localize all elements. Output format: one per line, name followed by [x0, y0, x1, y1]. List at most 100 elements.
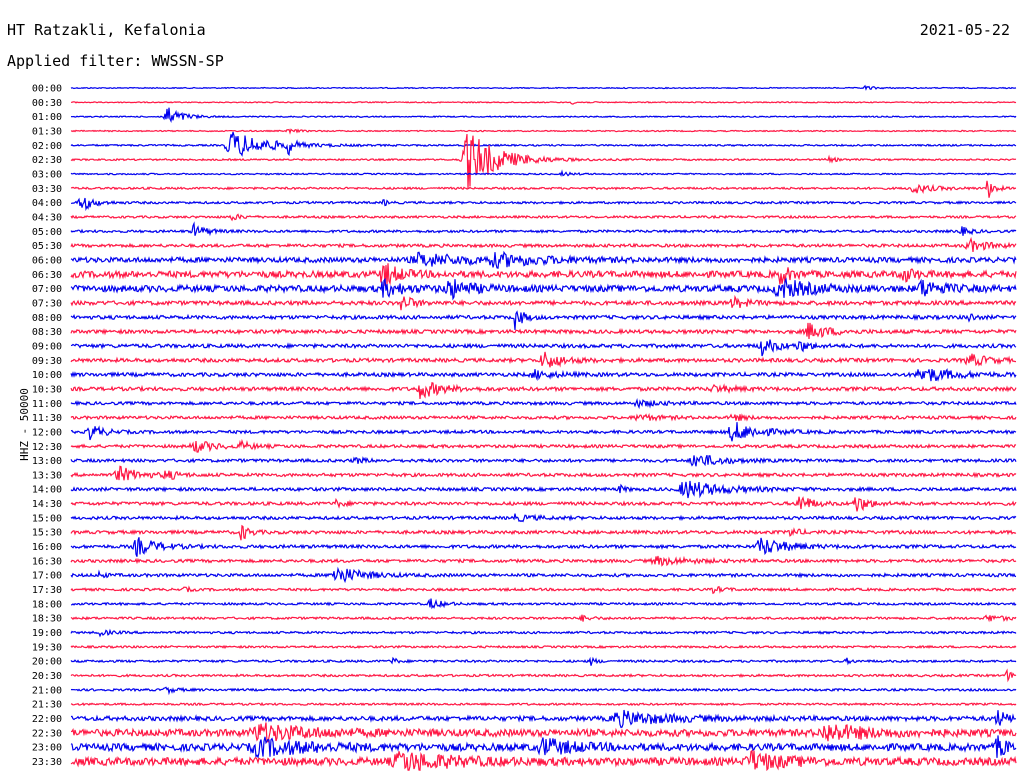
trace-line: [70, 134, 1017, 189]
trace-line: [70, 537, 1017, 557]
trace-line: [70, 213, 1017, 222]
trace-line: [70, 221, 1017, 237]
trace-line: [70, 263, 1017, 286]
tick-label: 12:00: [32, 427, 62, 438]
trace-line: [70, 107, 1017, 124]
record-date: 2021-05-22: [919, 21, 1010, 39]
tick-label: 15:00: [32, 513, 62, 524]
trace-line: [70, 294, 1017, 311]
trace-line: [70, 480, 1017, 499]
tick-label: 05:00: [32, 227, 62, 238]
tick-label: 17:00: [32, 571, 62, 582]
trace-line: [70, 250, 1017, 269]
tick-label: 16:30: [32, 556, 62, 567]
tick-label: 12:30: [32, 442, 62, 453]
tick-label: 22:00: [32, 714, 62, 725]
trace-line: [70, 339, 1017, 357]
tick-label: 09:30: [32, 356, 62, 367]
tick-label: 01:30: [32, 126, 62, 137]
tick-label: 22:30: [32, 728, 62, 739]
tick-label: 09:00: [32, 341, 62, 352]
tick-label: 03:30: [32, 184, 62, 195]
tick-label: 17:30: [32, 585, 62, 596]
tick-label: 19:30: [32, 642, 62, 653]
tick-label: 13:00: [32, 456, 62, 467]
tick-label: 06:30: [32, 270, 62, 281]
trace-line: [70, 735, 1017, 759]
tick-label: 14:00: [32, 485, 62, 496]
trace-line: [70, 351, 1017, 368]
trace-line: [70, 398, 1017, 410]
trace-line: [70, 131, 1017, 157]
trace-line: [70, 236, 1017, 252]
tick-label: 21:30: [32, 700, 62, 711]
trace-line: [70, 555, 1017, 567]
tick-label: 23:30: [32, 757, 62, 768]
tick-label: 02:00: [32, 141, 62, 152]
trace-line: [70, 668, 1017, 683]
tick-label: 18:30: [32, 614, 62, 625]
trace-line: [70, 277, 1017, 301]
trace-line: [70, 84, 1017, 91]
tick-label: 04:30: [32, 212, 62, 223]
tick-label: 05:30: [32, 241, 62, 252]
tick-label: 10:30: [32, 384, 62, 395]
trace-line: [70, 722, 1017, 743]
tick-label: 03:00: [32, 169, 62, 180]
tick-label: 00:30: [32, 98, 62, 109]
trace-line: [70, 368, 1017, 382]
seismic-traces: [70, 84, 1017, 772]
trace-line: [70, 169, 1017, 177]
tick-label: 13:30: [32, 470, 62, 481]
trace-line: [70, 644, 1017, 650]
time-tick-labels: 00:00 00:30 01:00 01:30 02:00 02:30 03:00 03:30…: [32, 84, 62, 769]
station-title: HT Ratzakli, Kefalonia: [7, 21, 206, 39]
tick-label: 16:00: [32, 542, 62, 553]
tick-label: 21:00: [32, 685, 62, 696]
tick-label: 08:30: [32, 327, 62, 338]
trace-line: [70, 128, 1017, 135]
trace-line: [70, 382, 1017, 399]
trace-line: [70, 709, 1016, 729]
trace-line: [70, 438, 1017, 453]
tick-label: 14:30: [32, 499, 62, 510]
trace-line: [70, 322, 1017, 340]
trace-line: [70, 656, 1017, 666]
tick-label: 07:00: [32, 284, 62, 295]
tick-label: 10:00: [32, 370, 62, 381]
trace-line: [70, 585, 1017, 595]
tick-label: 11:30: [32, 413, 62, 424]
tick-label: 06:00: [32, 255, 62, 266]
trace-line: [70, 566, 1017, 584]
tick-label: 15:30: [32, 528, 62, 539]
tick-label: 18:00: [32, 599, 62, 610]
tick-label: 20:30: [32, 671, 62, 682]
trace-line: [70, 628, 1017, 638]
trace-line: [70, 422, 1017, 442]
trace-line: [70, 310, 1017, 330]
tick-label: 11:00: [32, 399, 62, 410]
tick-label: 19:00: [32, 628, 62, 639]
trace-line: [70, 413, 1017, 422]
trace-line: [71, 598, 1017, 610]
tick-label: 23:00: [32, 743, 62, 754]
tick-label: 07:30: [32, 298, 62, 309]
trace-line: [70, 524, 1017, 541]
trace-line: [71, 197, 1017, 212]
trace-line: [71, 100, 1017, 105]
tick-label: 20:00: [32, 657, 62, 668]
tick-label: 01:00: [32, 112, 62, 123]
trace-line: [70, 180, 1017, 198]
trace-line: [70, 513, 1017, 523]
tick-label: 02:30: [32, 155, 62, 166]
trace-line: [70, 454, 1017, 467]
trace-line: [70, 749, 1017, 772]
tick-label: 04:00: [32, 198, 62, 209]
trace-line: [70, 496, 1017, 512]
filter-label: Applied filter: WWSSN-SP: [7, 52, 224, 70]
tick-label: 08:00: [32, 313, 62, 324]
trace-line: [70, 465, 1017, 481]
trace-line: [70, 686, 1017, 696]
tick-label: 00:00: [32, 84, 62, 95]
trace-line: [70, 614, 1017, 623]
